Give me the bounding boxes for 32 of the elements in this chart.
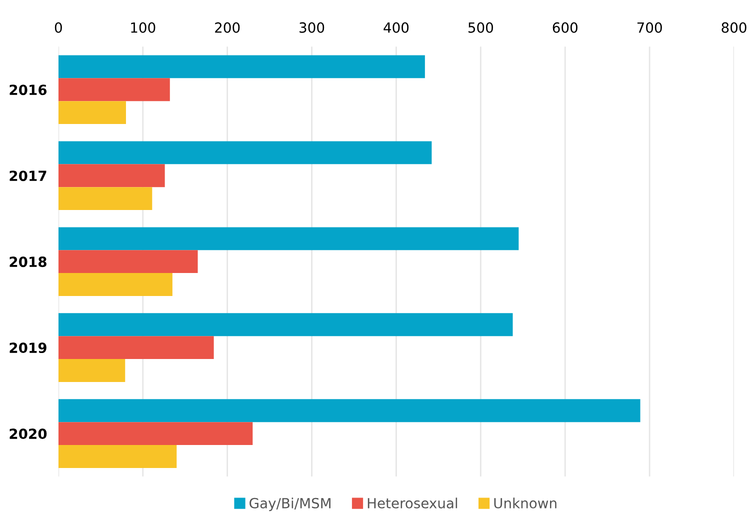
- bar: [58, 78, 170, 102]
- bar: [58, 227, 519, 250]
- legend-label: Unknown: [494, 498, 556, 508]
- x-tick-label: 100: [131, 22, 156, 33]
- x-tick-label: 500: [468, 22, 494, 33]
- x-tick-label: 600: [552, 22, 578, 33]
- legend-label: Heterosexual: [368, 498, 458, 508]
- x-tick-label: 700: [637, 22, 662, 33]
- bar: [58, 250, 198, 274]
- bar: [58, 445, 177, 468]
- bar: [58, 399, 640, 422]
- bar: [58, 164, 165, 188]
- y-tick-label: 2020: [10, 428, 47, 440]
- x-tick-label: 800: [722, 22, 746, 33]
- x-tick-label: 300: [300, 22, 324, 33]
- bar: [58, 422, 253, 446]
- bar: [58, 359, 126, 382]
- y-tick-label: 2019: [10, 342, 46, 354]
- y-tick-label: 2018: [10, 256, 46, 268]
- x-tick-label: 400: [384, 22, 409, 33]
- bar: [58, 313, 513, 336]
- legend-label: Gay/Bi/MSM: [250, 498, 330, 512]
- x-tick-label: 0: [54, 22, 62, 33]
- x-tick-label: 200: [215, 22, 240, 33]
- bar: [58, 336, 214, 360]
- bar: [58, 141, 432, 164]
- y-tick-label: 2017: [10, 170, 46, 182]
- y-tick-label: 2016: [10, 84, 47, 96]
- bar: [58, 55, 425, 78]
- bar: [58, 273, 172, 296]
- bar: [58, 101, 126, 124]
- bar: [58, 187, 152, 210]
